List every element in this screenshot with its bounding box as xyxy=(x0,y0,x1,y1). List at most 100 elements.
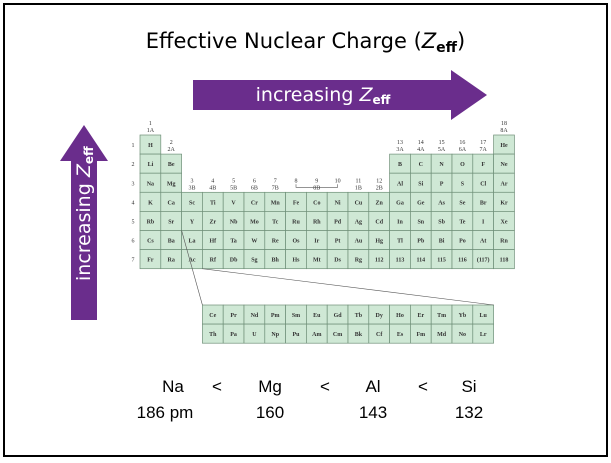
element-Pr-symbol: Pr xyxy=(230,313,237,319)
period-label-1: 1 xyxy=(132,143,135,149)
vertical-arrow xyxy=(60,125,108,320)
element-Sg-symbol: Sg xyxy=(251,258,257,264)
period-label-7: 7 xyxy=(132,258,135,264)
group-label-8: 8 xyxy=(295,178,298,184)
group-label-5: 5 xyxy=(232,178,235,184)
element-115-symbol: 115 xyxy=(437,258,446,264)
element-Ra-symbol: Ra xyxy=(168,258,175,264)
element-Ti-symbol: Ti xyxy=(210,200,216,206)
element-As-symbol: As xyxy=(438,200,445,206)
group-label-9: 9 xyxy=(315,178,318,184)
group-label-1: 1 xyxy=(149,121,152,127)
element-Bk-symbol: Bk xyxy=(355,332,363,338)
element-Y-symbol: Y xyxy=(190,219,195,225)
group-label-3: 3 xyxy=(191,178,194,184)
element-Rf-symbol: Rf xyxy=(210,258,217,264)
f-block-connector-right xyxy=(202,268,494,306)
element-Ho-symbol: Ho xyxy=(396,313,404,319)
element-B-symbol: B xyxy=(398,162,402,168)
element-Hg-symbol: Hg xyxy=(375,239,383,245)
group-label-4: 4 xyxy=(211,178,214,184)
element-Ar-symbol: Ar xyxy=(501,181,508,187)
horizontal-arrow xyxy=(193,70,487,120)
element-Dy-symbol: Dy xyxy=(376,313,383,319)
group-label-7A: 7A xyxy=(480,147,488,153)
element-Mo-symbol: Mo xyxy=(250,219,259,225)
element-U-symbol: U xyxy=(252,332,257,338)
symbol-al: Al xyxy=(365,377,381,396)
symbol-mg: Mg xyxy=(258,377,282,396)
element-Np-symbol: Np xyxy=(271,332,279,338)
period-label-6: 6 xyxy=(132,239,135,245)
group-label-7: 7 xyxy=(274,178,277,184)
period-label-3: 3 xyxy=(132,181,135,187)
element-Tb-symbol: Tb xyxy=(355,313,363,319)
group-label-17: 17 xyxy=(480,140,486,146)
element-Bh-symbol: Bh xyxy=(272,258,280,264)
period-label-2: 2 xyxy=(132,162,135,168)
group-label-11: 11 xyxy=(356,178,362,184)
element-Os-symbol: Os xyxy=(292,239,300,245)
radius-si: 132 xyxy=(454,403,484,422)
less-than-1: < xyxy=(212,377,222,396)
element-At-symbol: At xyxy=(480,239,486,245)
element-Pb-symbol: Pb xyxy=(417,239,425,245)
element-Ir-symbol: Ir xyxy=(314,239,319,245)
element-Zr-symbol: Zr xyxy=(209,219,216,225)
element-I-symbol: I xyxy=(482,219,485,225)
less-than-3: < xyxy=(418,377,428,396)
element-Fm-symbol: Fm xyxy=(416,332,425,338)
radius-al: 143 xyxy=(358,403,388,422)
element-He-symbol: He xyxy=(500,143,508,149)
element-Cl-symbol: Cl xyxy=(480,181,486,187)
less-than-2: < xyxy=(320,377,330,396)
element-117-symbol: (117) xyxy=(477,257,490,264)
element-Kr-symbol: Kr xyxy=(500,200,508,206)
f-block-connector-left xyxy=(181,230,203,306)
group-label-2A: 2A xyxy=(168,147,176,153)
group-label-7B: 7B xyxy=(272,185,279,191)
horizontal-arrow-label: increasing Zeff xyxy=(255,84,391,107)
group-label-6B: 6B xyxy=(251,185,258,191)
element-Db-symbol: Db xyxy=(230,258,238,264)
element-Ru-symbol: Ru xyxy=(292,219,300,225)
vertical-arrow-shape xyxy=(60,125,108,320)
element-Ga-symbol: Ga xyxy=(396,200,404,206)
element-Lu-symbol: Lu xyxy=(480,313,488,319)
element-Ta-symbol: Ta xyxy=(230,239,236,245)
group-label-14: 14 xyxy=(418,140,424,146)
element-Bi-symbol: Bi xyxy=(439,239,445,245)
element-Am-symbol: Am xyxy=(312,332,321,338)
group-label-10: 10 xyxy=(335,178,341,184)
element-Ac-symbol: Ac xyxy=(189,258,196,264)
element-Mn-symbol: Mn xyxy=(271,200,281,206)
element-Po-symbol: Po xyxy=(459,239,466,245)
element-113-symbol: 113 xyxy=(396,258,405,264)
element-S-symbol: S xyxy=(461,181,465,187)
group-label-1B: 1B xyxy=(355,185,362,191)
element-In-symbol: In xyxy=(397,219,403,225)
element-Pa-symbol: Pa xyxy=(230,332,237,338)
element-Ne-symbol: Ne xyxy=(501,162,508,168)
element-Er-symbol: Er xyxy=(417,313,424,319)
element-Se-symbol: Se xyxy=(459,200,465,206)
element-118-symbol: 118 xyxy=(500,258,509,264)
element-Nb-symbol: Nb xyxy=(230,219,238,225)
element-Be-symbol: Be xyxy=(168,162,175,168)
element-Yb-symbol: Yb xyxy=(459,313,467,319)
element-112-symbol: 112 xyxy=(375,258,384,264)
radius-na: 186 pm xyxy=(136,403,194,422)
element-Rn-symbol: Rn xyxy=(500,239,508,245)
horizontal-arrow-shape xyxy=(193,70,487,120)
element-Sm-symbol: Sm xyxy=(292,313,300,319)
element-Cf-symbol: Cf xyxy=(376,332,383,338)
element-Tc-symbol: Tc xyxy=(272,219,278,225)
element-Cs-symbol: Cs xyxy=(147,239,154,245)
group-label-6: 6 xyxy=(253,178,256,184)
element-Lr xyxy=(472,323,494,344)
element-Xe-symbol: Xe xyxy=(501,219,508,225)
element-Mg-symbol: Mg xyxy=(167,181,176,187)
element-Te-symbol: Te xyxy=(459,219,465,225)
element-Na-symbol: Na xyxy=(147,181,154,187)
element-Cm-symbol: Cm xyxy=(333,332,342,338)
